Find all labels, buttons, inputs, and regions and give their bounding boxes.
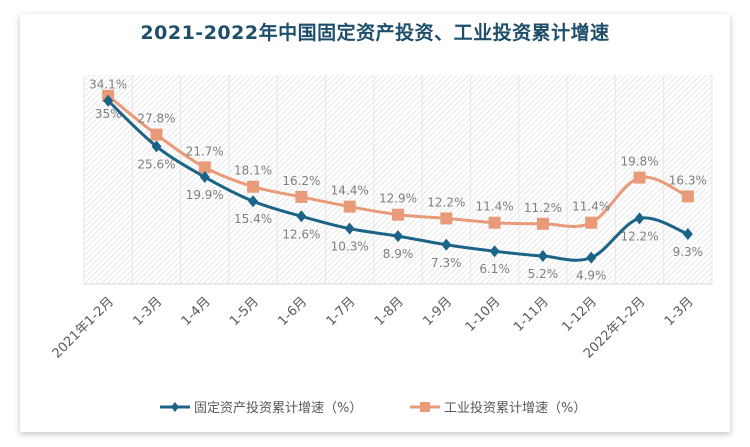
data-point-diamond: [441, 238, 452, 251]
data-label: 27.8%: [137, 112, 175, 126]
data-label: 12.2%: [427, 195, 465, 209]
data-label: 34.1%: [89, 78, 127, 92]
data-point-square: [392, 208, 404, 221]
x-tick-label: 1-8月: [372, 294, 407, 329]
x-tick-label: 1-12月: [559, 294, 600, 335]
data-point-diamond: [296, 210, 307, 223]
data-point-square: [150, 128, 163, 141]
x-tick-label: 1-6月: [275, 294, 310, 329]
data-point-diamond: [537, 250, 548, 263]
data-point-diamond: [682, 228, 693, 241]
data-label: 12.9%: [379, 192, 417, 206]
x-tick-label: 2021年1-2月: [50, 294, 117, 361]
data-label: 9.3%: [673, 245, 704, 259]
data-label: 18.1%: [234, 164, 272, 178]
legend-label: 工业投资累计增速（%）: [444, 400, 586, 416]
data-label: 19.9%: [186, 188, 224, 202]
x-tick-label: 1-10月: [463, 294, 504, 335]
data-label: 25.6%: [137, 157, 175, 171]
x-tick-label: 1-7月: [324, 294, 359, 329]
data-label: 16.3%: [669, 173, 707, 187]
data-label: 10.3%: [331, 240, 369, 254]
data-label: 11.4%: [476, 200, 514, 214]
data-point-square: [295, 190, 308, 203]
x-tick-label: 1-11月: [511, 294, 552, 335]
x-tick-label: 1-3月: [130, 294, 165, 329]
data-point-square: [198, 161, 211, 174]
data-label: 11.2%: [524, 201, 562, 215]
data-label: 8.9%: [383, 247, 414, 261]
plot-area: [84, 75, 712, 284]
data-label: 16.2%: [282, 174, 320, 188]
data-label: 4.9%: [576, 269, 607, 283]
data-label: 21.7%: [186, 144, 224, 158]
legend-diamond-icon: [171, 402, 179, 412]
data-point-diamond: [393, 230, 403, 243]
data-point-square: [488, 216, 501, 229]
data-point-diamond: [199, 171, 210, 184]
data-label: 6.1%: [479, 262, 510, 276]
data-point-square: [585, 216, 598, 229]
data-point-diamond: [151, 140, 162, 153]
data-label: 14.4%: [331, 184, 369, 198]
x-tick-label: 1-9月: [420, 294, 455, 329]
data-point-diamond: [586, 251, 597, 264]
data-point-diamond: [248, 195, 259, 208]
x-tick-label: 1-4月: [179, 294, 214, 329]
data-label: 11.4%: [572, 200, 610, 214]
data-label: 12.6%: [282, 227, 320, 241]
data-point-diamond: [103, 94, 114, 107]
data-label: 19.8%: [620, 155, 658, 169]
data-label: 12.2%: [620, 229, 658, 243]
x-tick-label: 1-5月: [227, 294, 262, 329]
data-point-square: [247, 180, 260, 193]
data-point-square: [633, 171, 646, 184]
data-label: 15.4%: [234, 212, 272, 226]
data-point-square: [343, 200, 356, 213]
data-point-square: [681, 190, 694, 203]
data-label: 5.2%: [528, 267, 559, 281]
data-label: 7.3%: [431, 256, 462, 270]
data-point-diamond: [344, 222, 355, 235]
data-point-square: [536, 217, 549, 230]
legend-square-icon: [420, 402, 430, 412]
legend-label: 固定资产投资累计增速（%）: [194, 400, 362, 416]
data-label: 35%: [95, 107, 122, 121]
data-point-diamond: [489, 245, 500, 258]
data-point-diamond: [634, 212, 645, 225]
chart-title: 2021-2022年中国固定资产投资、工业投资累计增速: [140, 22, 610, 44]
x-tick-label: 1-3月: [662, 294, 697, 329]
data-point-square: [440, 212, 453, 225]
